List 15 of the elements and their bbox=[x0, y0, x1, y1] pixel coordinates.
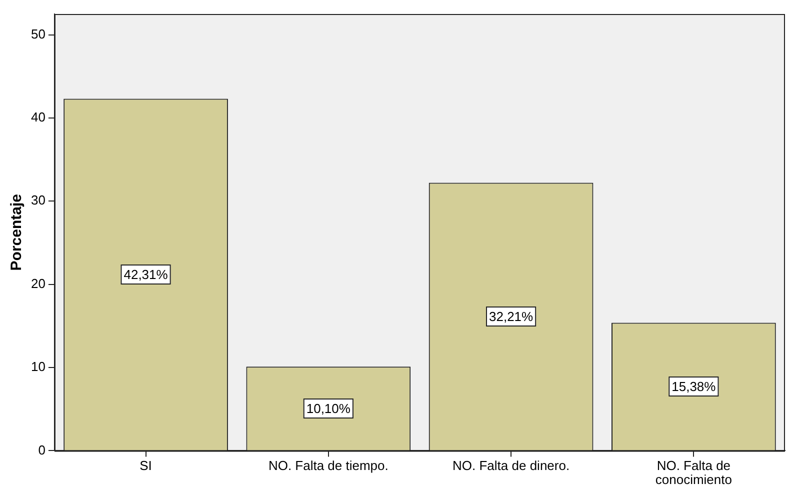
x-tick-label: SI bbox=[140, 458, 152, 474]
y-tick-label: 30 bbox=[30, 192, 46, 208]
y-tick-label: 10 bbox=[30, 359, 46, 374]
x-tick-label: NO. Falta de dinero. bbox=[452, 458, 570, 474]
y-tick-label: 40 bbox=[30, 110, 46, 125]
x-tick-label: NO. Falta de tiempo. bbox=[268, 458, 388, 474]
x-tick-label: NO. Falta de conocimiento bbox=[655, 458, 732, 487]
y-axis-title: Porcentaje bbox=[8, 194, 26, 271]
y-tick-label: 0 bbox=[38, 442, 46, 458]
y-tick-label: 20 bbox=[30, 276, 46, 291]
y-tick-label: 50 bbox=[30, 26, 46, 42]
data-label: 32,21% bbox=[489, 309, 534, 324]
data-label: 42,31% bbox=[124, 267, 168, 282]
data-label: 15,38% bbox=[672, 379, 716, 394]
data-label: 10,10% bbox=[306, 401, 351, 416]
